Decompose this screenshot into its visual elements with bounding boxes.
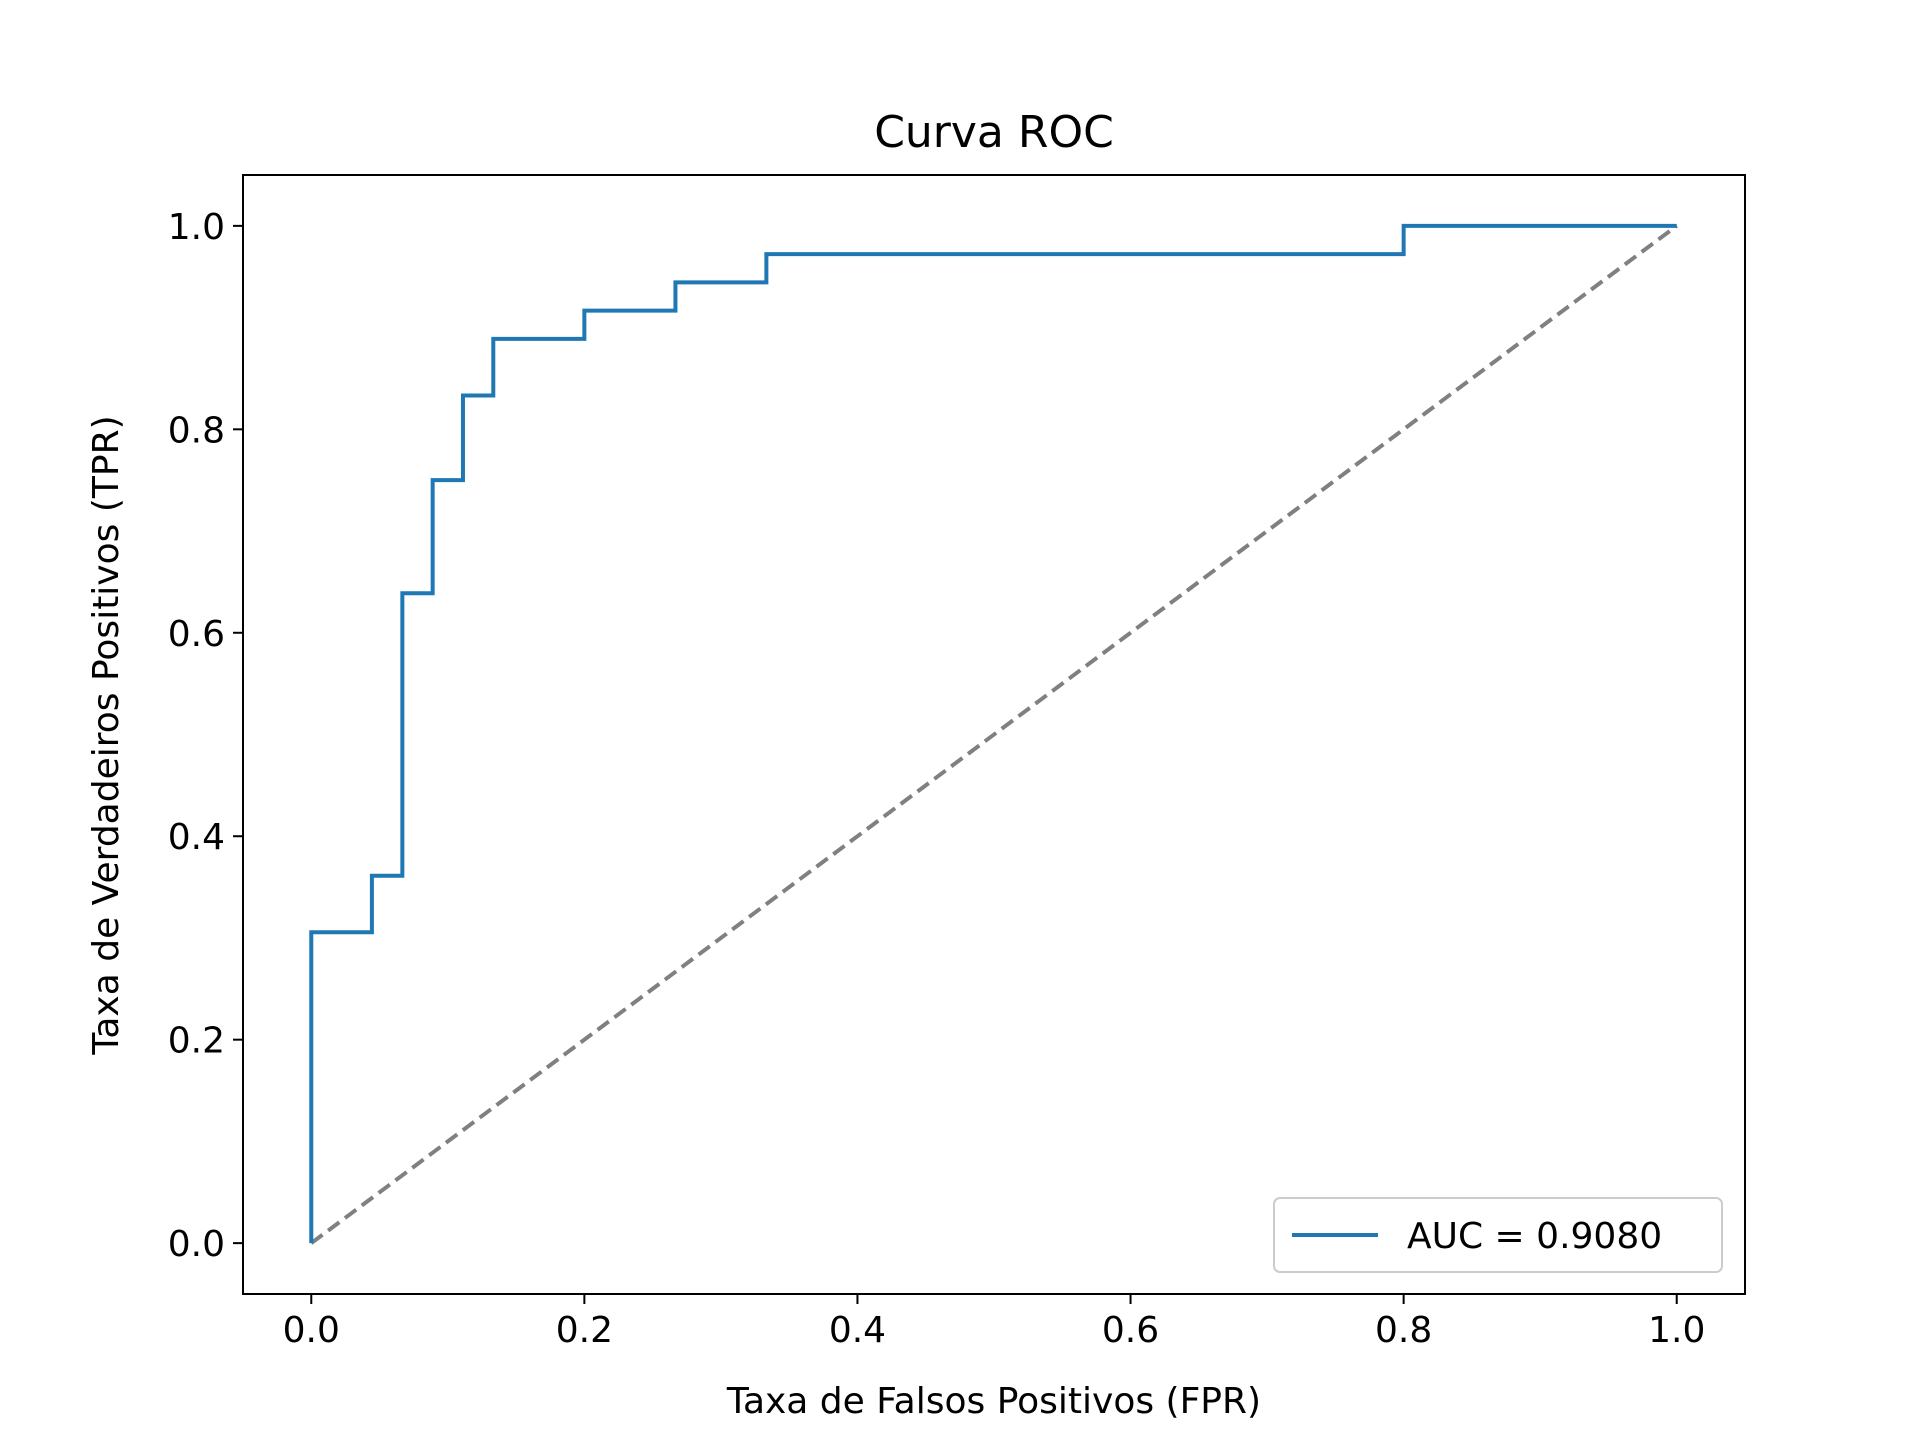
x-tick-label: 0.4 (829, 1310, 886, 1351)
x-axis: 0.0 0.2 0.4 0.6 0.8 1.0 (283, 1294, 1705, 1351)
x-tick-label: 0.0 (283, 1310, 340, 1351)
legend: AUC = 0.9080 (1273, 1197, 1723, 1273)
y-tick-label: 0.4 (168, 817, 225, 858)
x-tick-label: 1.0 (1648, 1310, 1705, 1351)
y-tick-label: 0.0 (168, 1224, 225, 1265)
y-tick-label: 0.2 (168, 1021, 225, 1062)
x-tick-label: 0.6 (1102, 1310, 1159, 1351)
chance-diagonal-line (310, 224, 1678, 1245)
chart-title: Curva ROC (874, 107, 1114, 158)
plot-frame (242, 174, 1746, 1295)
y-tick-label: 0.6 (168, 614, 225, 655)
legend-label: AUC = 0.9080 (1407, 1216, 1662, 1257)
y-axis-label: Taxa de Verdadeiros Positivos (TPR) (86, 415, 127, 1055)
plot-area (309, 223, 1678, 1245)
legend-box (1273, 1197, 1723, 1273)
y-axis: 0.0 0.2 0.4 0.6 0.8 1.0 (168, 207, 243, 1265)
y-tick-label: 0.8 (168, 410, 225, 451)
roc-curve-line (309, 223, 1677, 1244)
x-tick-label: 0.8 (1375, 1310, 1432, 1351)
x-tick-label: 0.2 (556, 1310, 613, 1351)
x-axis-label: Taxa de Falsos Positivos (FPR) (726, 1381, 1261, 1422)
y-tick-label: 1.0 (168, 207, 225, 248)
